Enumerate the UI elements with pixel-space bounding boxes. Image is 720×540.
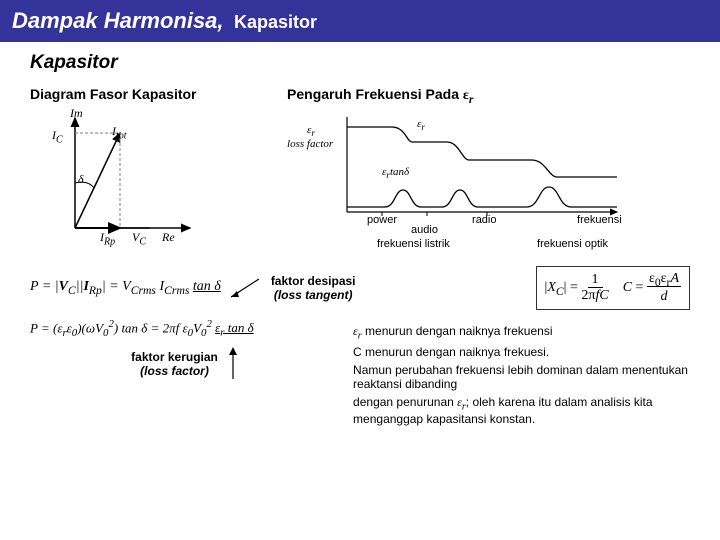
top-row: Diagram Fasor Kapasitor — [30, 86, 690, 262]
header-sub: Kapasitor — [234, 12, 317, 32]
xgroup-right: frekuensi optik — [537, 238, 608, 250]
equation-2: P = (εrε0)(ωV02) tan δ = 2πf ε0V02 εr ta… — [30, 318, 341, 339]
xtick-power: power — [367, 214, 397, 226]
note-3: Namun perubahan frekuensi lebih dominan … — [353, 363, 690, 391]
note-1-text: menurun dengan naiknya frekuensi — [362, 324, 553, 338]
frequency-plot: εr loss factor εr εrtanδ power audio rad… — [287, 112, 627, 262]
notes-block: εr menurun dengan naiknya frekuensi C me… — [353, 324, 690, 431]
note4-pre: dengan penurunan — [353, 395, 457, 409]
callout1-line1: faktor desipasi — [271, 274, 356, 288]
note-4: dengan penurunan εr; oleh karena itu dal… — [353, 395, 690, 426]
label-vc: VC — [132, 230, 146, 247]
label-im: Im — [70, 106, 83, 121]
freq-svg — [287, 112, 627, 252]
slide-content: Kapasitor Diagram Fasor Kapasitor — [0, 42, 720, 440]
right-column: Pengaruh Frekuensi Pada εr — [287, 86, 690, 262]
xtick-radio: radio — [472, 214, 496, 226]
right-heading-prefix: Pengaruh Frekuensi Pada — [287, 86, 463, 102]
label-ic: IC — [52, 128, 63, 145]
equation-1: P = |VC||IRp| = VCrms ICrms tan δ — [30, 279, 221, 297]
callout-1: faktor desipasi (loss tangent) — [271, 274, 356, 302]
callout-arrow-2 — [226, 347, 240, 381]
callout-arrow-1 — [231, 273, 261, 303]
xgroup-left: frekuensi listrik — [377, 238, 450, 250]
xtick-freq: frekuensi — [577, 214, 622, 226]
header-main: Dampak Harmonisa, — [12, 8, 224, 33]
callout1-line2: (loss tangent) — [271, 288, 356, 302]
label-irp: IRp — [100, 230, 115, 247]
right-heading: Pengaruh Frekuensi Pada εr — [287, 86, 690, 106]
callout2-line2: (loss factor) — [131, 364, 218, 378]
equation-row-1: P = |VC||IRp| = VCrms ICrms tan δ faktor… — [30, 266, 690, 310]
xtick-audio: audio — [411, 224, 438, 236]
label-delta: δ — [78, 172, 84, 187]
phasor-diagram: Im IC Itot δ IRp VC Re — [30, 108, 200, 258]
callout2-line1: faktor kerugian — [131, 350, 218, 364]
label-re: Re — [162, 230, 175, 245]
ylabel-er: εr — [307, 124, 315, 138]
callout-2: faktor kerugian (loss factor) — [131, 350, 218, 378]
left-column: Diagram Fasor Kapasitor — [30, 86, 267, 262]
label-itot: Itot — [112, 124, 127, 141]
note-2: C menurun dengan naiknya frekuesi. — [353, 345, 690, 359]
section-title: Kapasitor — [30, 52, 690, 74]
curve-tand: εrtanδ — [382, 166, 409, 180]
bottom-left: P = (εrε0)(ωV02) tan δ = 2πf ε0V02 εr ta… — [30, 318, 341, 431]
epsilon-r-symbol: εr — [463, 88, 474, 103]
curve-er: εr — [417, 118, 425, 132]
ylabel-loss: loss factor — [287, 138, 333, 150]
left-heading: Diagram Fasor Kapasitor — [30, 86, 267, 102]
bottom-row: P = (εrε0)(ωV02) tan δ = 2πf ε0V02 εr ta… — [30, 318, 690, 431]
note-1: εr menurun dengan naiknya frekuensi — [353, 324, 690, 341]
slide-header: Dampak Harmonisa, Kapasitor — [0, 0, 720, 42]
formula-box: |XC| = 12πfC C = ε0εrAd — [536, 266, 690, 310]
